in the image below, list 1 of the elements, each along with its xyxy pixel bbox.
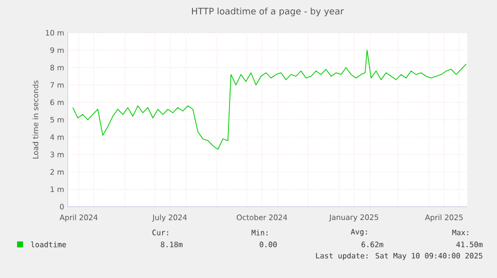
chart-title: HTTP loadtime of a page - by year [192, 7, 344, 16]
